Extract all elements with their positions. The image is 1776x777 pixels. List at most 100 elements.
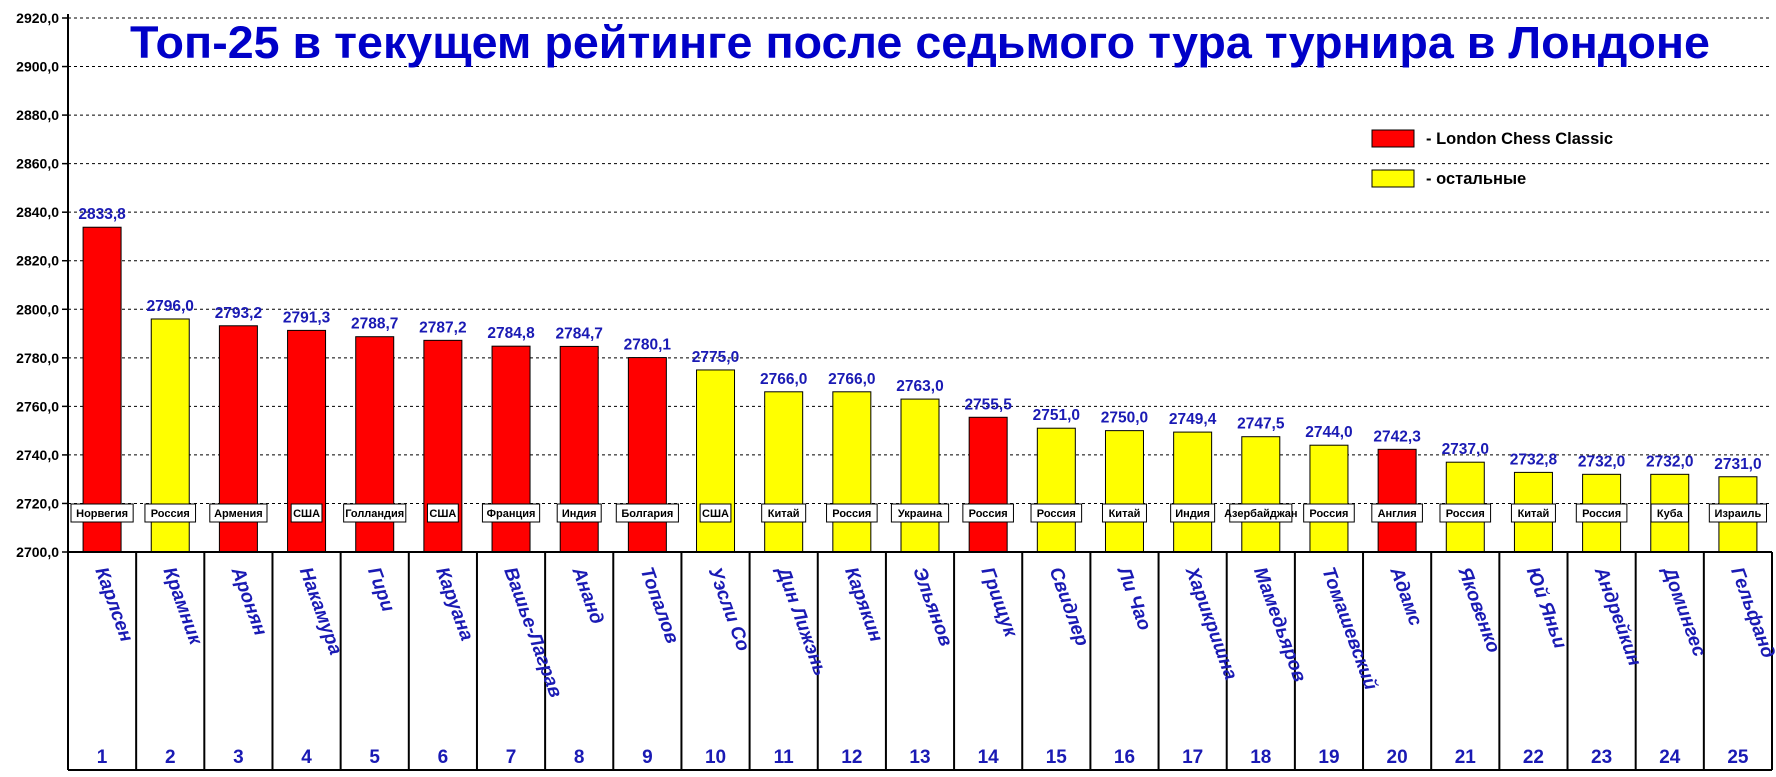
country-label: Россия xyxy=(151,508,190,520)
value-label: 2780,1 xyxy=(624,337,672,354)
country-label: США xyxy=(429,508,456,520)
player-name: Мамедьяров xyxy=(1249,565,1310,685)
country-tag xyxy=(70,503,134,523)
player-name: Свидлер xyxy=(1045,565,1093,650)
country-tag xyxy=(1510,503,1556,523)
country-tag xyxy=(1371,503,1423,523)
country-tag xyxy=(209,503,268,523)
value-label: 2788,7 xyxy=(351,316,398,333)
y-tick-label: 2900,0 xyxy=(16,59,59,75)
y-tick-label: 2700,0 xyxy=(16,544,59,560)
value-label: 2833,8 xyxy=(78,206,126,223)
player-name: Гельфанд xyxy=(1726,565,1776,662)
country-tag xyxy=(699,503,732,523)
country-tag xyxy=(1708,503,1768,523)
value-label: 2732,0 xyxy=(1646,453,1693,470)
rank-number: 16 xyxy=(1114,747,1135,768)
value-label: 2750,0 xyxy=(1101,410,1148,427)
bar xyxy=(1173,431,1213,553)
bar xyxy=(1036,427,1076,553)
bar xyxy=(968,416,1008,553)
value-label: 2744,0 xyxy=(1305,424,1352,441)
rank-number: 13 xyxy=(909,747,930,768)
country-label: Россия xyxy=(1309,508,1348,520)
legend-swatch xyxy=(1371,169,1415,188)
legend-label: - остальные xyxy=(1426,170,1526,188)
country-label: Азербайджан xyxy=(1224,508,1297,520)
value-label: 2784,7 xyxy=(555,325,602,342)
legend: - London Chess Classic - остальные xyxy=(1371,129,1613,188)
y-tick-label: 2740,0 xyxy=(16,447,59,463)
country-label: Англия xyxy=(1378,508,1417,520)
country-label: Индия xyxy=(562,508,597,520)
rank-number: 24 xyxy=(1659,747,1681,768)
bar xyxy=(764,391,804,553)
bars: 2833,8 Норвегия 2796,0 Россия 2793,2 Армения 2… xyxy=(70,206,1768,553)
country-label: США xyxy=(293,508,320,520)
value-label: 2755,5 xyxy=(964,396,1012,413)
y-tick-label: 2760,0 xyxy=(16,398,59,414)
bar xyxy=(1377,448,1417,553)
player-name: Гири xyxy=(363,565,399,616)
country-tag xyxy=(1439,503,1492,523)
country-tag xyxy=(481,503,541,523)
country-tag xyxy=(1650,503,1689,523)
rank-number: 23 xyxy=(1591,747,1612,768)
player-name: Эльянов xyxy=(908,565,956,650)
rank-number: 17 xyxy=(1182,747,1203,768)
value-label: 2796,0 xyxy=(147,298,194,315)
country-label: Россия xyxy=(1582,508,1621,520)
bar xyxy=(696,369,736,553)
y-tick-label: 2860,0 xyxy=(16,156,59,172)
rank-number: 9 xyxy=(642,747,653,768)
country-tag xyxy=(1170,503,1216,523)
country-label: Украина xyxy=(898,508,943,520)
player-name: Ананд xyxy=(567,564,607,628)
value-label: 2732,8 xyxy=(1510,451,1558,468)
rank-number: 25 xyxy=(1727,747,1749,768)
rank-number: 20 xyxy=(1387,747,1408,768)
country-tag xyxy=(290,503,323,523)
country-tag xyxy=(615,503,679,523)
country-tag xyxy=(1303,503,1355,523)
rank-number: 4 xyxy=(301,747,312,768)
value-label: 2791,3 xyxy=(283,309,331,326)
player-name: Андрейкин xyxy=(1590,564,1646,670)
value-label: 2775,0 xyxy=(692,349,739,366)
rank-number: 1 xyxy=(97,747,108,768)
country-label: Китай xyxy=(1109,508,1141,520)
player-name: Домингес xyxy=(1657,563,1710,660)
country-label: Голландия xyxy=(345,508,404,520)
country-tag xyxy=(426,503,459,523)
country-label: Россия xyxy=(969,508,1008,520)
value-label: 2742,3 xyxy=(1373,428,1421,445)
rank-number: 19 xyxy=(1318,747,1339,768)
player-name: Адамс xyxy=(1385,564,1426,630)
player-name: Яковенко xyxy=(1453,564,1504,656)
rank-number: 18 xyxy=(1250,747,1271,768)
country-label: Россия xyxy=(1037,508,1076,520)
player-name: Накамура xyxy=(295,565,346,659)
rank-number: 8 xyxy=(574,747,585,768)
rank-number: 5 xyxy=(369,747,380,768)
rank-number: 6 xyxy=(438,747,449,768)
y-tick-label: 2840,0 xyxy=(16,204,59,220)
player-name: Юй Яньи xyxy=(1522,565,1571,652)
country-tag xyxy=(1101,503,1147,523)
value-label: 2763,0 xyxy=(896,378,943,395)
country-label: Индия xyxy=(1175,508,1210,520)
rank-number: 21 xyxy=(1455,747,1477,768)
value-label: 2732,0 xyxy=(1578,453,1625,470)
country-tag xyxy=(1575,503,1628,523)
player-name: Каруана xyxy=(431,565,477,645)
player-name: Крамник xyxy=(159,565,207,649)
rank-number: 12 xyxy=(841,747,862,768)
rank-number: 7 xyxy=(506,747,517,768)
player-name: Вашье-Лаграв xyxy=(499,565,566,701)
bar xyxy=(832,391,872,553)
bar xyxy=(1241,436,1281,553)
country-label: Куба xyxy=(1657,508,1684,520)
value-label: 2747,5 xyxy=(1237,416,1285,433)
value-label: 2766,0 xyxy=(828,371,875,388)
